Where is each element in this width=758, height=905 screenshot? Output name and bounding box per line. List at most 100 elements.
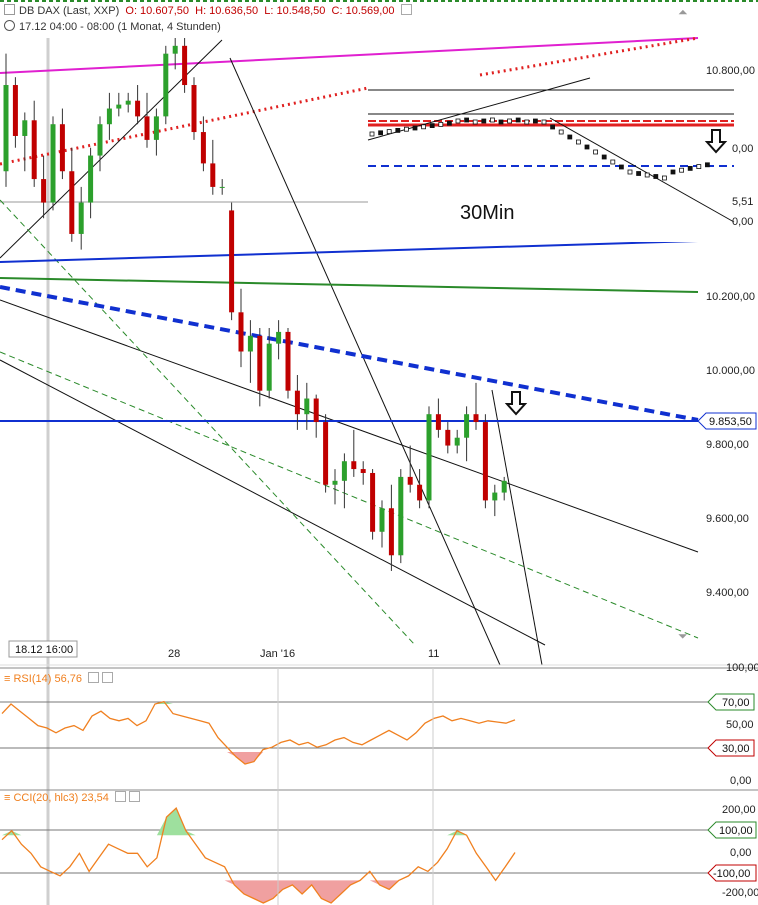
rsi-close-icon[interactable] [102, 672, 114, 683]
black-channel-upper [0, 299, 699, 553]
inset-candle [687, 165, 693, 171]
inset-candle [438, 122, 444, 127]
candlestick-series [3, 38, 507, 571]
candle-body [464, 414, 470, 438]
inset-candle [584, 144, 590, 150]
chart-header: DB DAX (Last, XXP) O: 10.607,50 H: 10.63… [0, 0, 758, 38]
cci-panel: 200,00 0,00 100,00 -100,00 -200,00 [0, 789, 758, 904]
chart-menu-icon[interactable] [4, 4, 15, 15]
candle-body [247, 335, 253, 352]
inset-candle [378, 130, 384, 136]
x-tick: Jan '16 [260, 648, 295, 660]
inset-candle [489, 117, 495, 123]
inset-candle [515, 117, 521, 123]
inset-candle [464, 117, 470, 123]
y-tick: 9.400,00 [706, 587, 749, 599]
candle-body [492, 492, 498, 501]
inset-candle [662, 175, 667, 181]
price-marker-text: 9.853,50 [709, 416, 752, 428]
black-downtrend-line-2 [491, 389, 543, 666]
candle-body [116, 104, 122, 109]
inset-candle [593, 149, 598, 155]
rsi-lower-level: 30,00 [722, 743, 750, 755]
cci-legend: ≡ CCI(20, hlc3) 23,54 [0, 790, 144, 806]
inset-candle [429, 123, 435, 128]
candle-body [360, 469, 366, 473]
y-tick: 9.600,00 [706, 513, 749, 525]
inset-candle [610, 159, 616, 165]
candle-body [407, 476, 413, 485]
inset-candle [498, 119, 504, 125]
last-price-marker: 9.853,50 [697, 412, 757, 430]
cci-y-tick: 200,00 [722, 804, 756, 816]
inset-candle [576, 139, 581, 145]
candle-body [426, 414, 432, 501]
candle-body [473, 414, 479, 423]
candle-body [454, 437, 460, 446]
candle-body [417, 484, 423, 501]
candle-body [200, 132, 206, 164]
candle-body [144, 116, 150, 140]
candle-body [88, 155, 94, 203]
low-value: L: 10.548,50 [264, 5, 326, 17]
inset-candle [395, 127, 401, 133]
candle-body [257, 335, 263, 391]
clock-icon [4, 20, 15, 31]
y-tick: 10.800,00 [706, 65, 755, 77]
rsi-y-tick: 50,00 [726, 719, 754, 731]
settings-icon[interactable] [400, 4, 412, 15]
candle-body [69, 171, 75, 234]
inset-label: 30Min [460, 202, 514, 224]
period-label: 17.12 04:00 - 08:00 (1 Monat, 4 Stunden) [19, 21, 221, 33]
candle-body [106, 108, 112, 125]
close-value: C: 10.569,00 [331, 5, 395, 17]
candle-body [78, 202, 84, 234]
candle-body [304, 398, 310, 415]
blue-trendline [0, 240, 699, 263]
high-value: H: 10.636,50 [195, 5, 259, 17]
cci-y-tick: -200,00 [722, 887, 758, 899]
x-tick: 11 [428, 648, 439, 660]
rsi-legend: ≡ RSI(14) 56,76 [0, 671, 117, 687]
candle-body [294, 390, 300, 415]
inset-candle [455, 118, 461, 124]
candle-body [351, 461, 357, 470]
inset-candle [446, 120, 452, 126]
inset-candle [550, 124, 555, 130]
header-period-line: 17.12 04:00 - 08:00 (1 Monat, 4 Stunden) [4, 20, 221, 33]
inset-candle [644, 172, 650, 178]
header-quote-line: DB DAX (Last, XXP) O: 10.607,50 H: 10.63… [4, 4, 412, 17]
rsi-settings-icon[interactable] [88, 672, 100, 683]
price-axis: 10.800,00 10.200,00 10.000,00 9.800,00 9… [706, 65, 755, 599]
x-tick: 28 [168, 648, 180, 660]
candle-body [285, 331, 291, 391]
down-arrow-icon [504, 391, 528, 416]
inset-candle [679, 167, 684, 173]
candle-body [341, 461, 347, 481]
inset-candle [670, 169, 676, 175]
candle-body [276, 331, 282, 344]
candle-body [41, 179, 47, 203]
candle-body [379, 508, 385, 532]
candle-body [125, 100, 131, 105]
candle-body [191, 85, 197, 133]
candle-body [12, 85, 18, 136]
scroll-down-icon[interactable]: ⏷ [677, 629, 688, 643]
candle-body [398, 476, 404, 556]
scroll-up-icon[interactable]: ⏶ [678, 5, 688, 19]
cci-settings-icon[interactable] [114, 791, 126, 802]
cci-close-icon[interactable] [128, 791, 140, 802]
rsi-label: RSI(14) [13, 673, 52, 685]
inset-candle [636, 171, 641, 176]
inset-candle [472, 119, 478, 125]
candle-body [313, 398, 319, 423]
candle-body [182, 45, 188, 86]
candle-body [435, 414, 441, 430]
rsi-y-tick: 100,00 [726, 662, 758, 674]
inset-candle [403, 126, 409, 132]
candle-body [97, 124, 103, 156]
rsi-upper-level: 70,00 [722, 697, 750, 709]
inset-candle [533, 118, 538, 124]
candle-body [135, 100, 141, 117]
